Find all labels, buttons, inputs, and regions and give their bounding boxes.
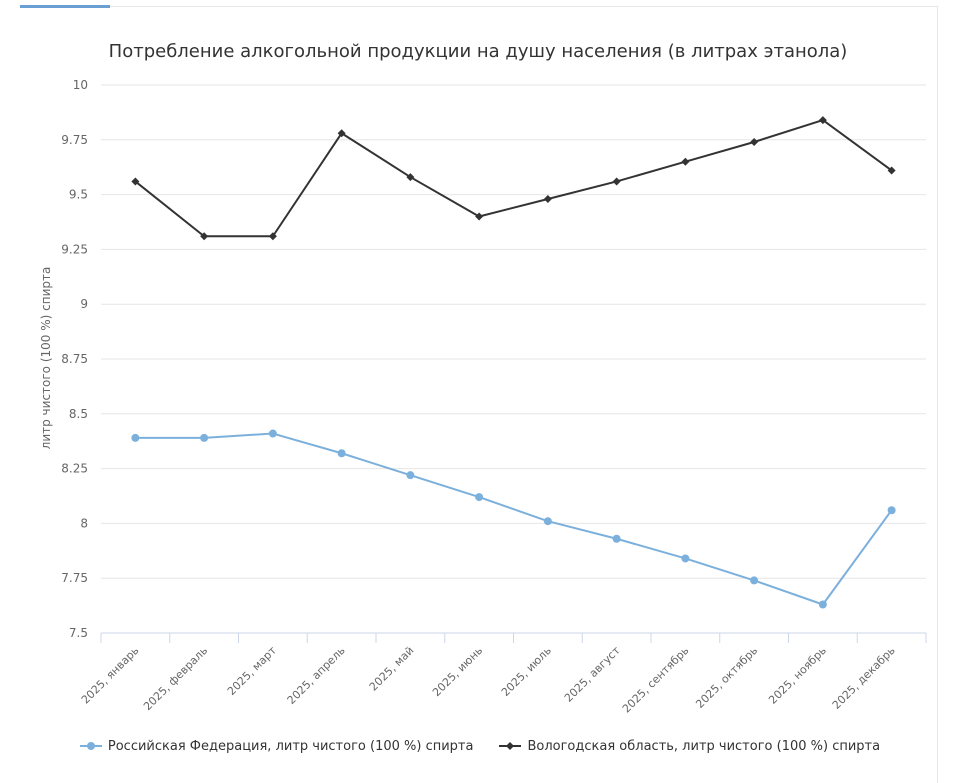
right-border	[937, 6, 938, 783]
y-tick-label: 8.75	[61, 352, 88, 366]
data-point[interactable]	[475, 212, 484, 221]
data-point[interactable]	[200, 232, 209, 241]
data-point[interactable]	[612, 534, 621, 543]
x-tick-label: 2025, август	[562, 644, 623, 705]
data-point[interactable]	[818, 600, 827, 609]
data-point[interactable]	[887, 506, 896, 515]
data-point[interactable]	[612, 177, 621, 186]
y-tick-label: 10	[73, 78, 88, 92]
x-tick-label: 2025, сентябрь	[620, 644, 692, 716]
data-point[interactable]	[750, 576, 759, 585]
grid-lines	[101, 84, 926, 579]
data-point[interactable]	[750, 137, 759, 146]
top-border	[20, 6, 938, 7]
line-chart: Потребление алкогольной продукции на душ…	[39, 41, 927, 716]
chart-title: Потребление алкогольной продукции на душ…	[109, 41, 848, 62]
data-point[interactable]	[337, 449, 346, 458]
legend-symbol	[506, 742, 515, 750]
legend-marker	[79, 742, 102, 750]
y-axis-label: литр чистого (100 %) спирта	[39, 267, 53, 450]
data-point[interactable]	[268, 429, 277, 438]
y-tick-label: 9	[80, 297, 88, 311]
y-axis-ticks: 7.5 7.75 8 8.25 8.5 8.75 9 9.25 9.5 9.75 10	[61, 78, 88, 640]
x-tick-label: 2025, июнь	[430, 644, 485, 699]
data-point[interactable]	[131, 433, 140, 442]
series-2	[131, 116, 896, 241]
x-tick-label: 2025, январь	[79, 644, 142, 707]
x-axis: 2025, январь 2025, февраль 2025, март 2025,…	[79, 632, 927, 716]
legend-label: Российская Федерация, литр чистого (100 …	[107, 738, 474, 754]
x-tick-label: 2025, декабрь	[830, 644, 898, 712]
y-tick-label: 9.25	[61, 242, 88, 256]
x-tick-label: 2025, май	[367, 644, 417, 694]
x-tick-label: 2025, ноябрь	[766, 644, 829, 707]
legend-item[interactable]: Российская Федерация, литр чистого (100 …	[79, 735, 474, 757]
series-lines	[131, 116, 896, 609]
y-tick-label: 7.75	[61, 571, 88, 585]
x-tick-label: 2025, февраль	[141, 644, 210, 713]
chart-legend: Российская Федерация, литр чистого (100 …	[0, 735, 960, 757]
legend-label: Вологодская область, литр чистого (100 %…	[527, 738, 881, 754]
y-tick-label: 8	[80, 516, 88, 530]
x-tick-label: 2025, июль	[499, 644, 554, 699]
x-tick-label: 2025, март	[225, 644, 279, 698]
y-tick-label: 9.5	[69, 188, 88, 202]
data-point[interactable]	[887, 166, 896, 175]
series-line	[134, 119, 893, 238]
data-point[interactable]	[200, 433, 209, 442]
data-point[interactable]	[543, 517, 552, 526]
y-tick-label: 8.25	[61, 462, 88, 476]
active-tab-indicator	[20, 5, 110, 8]
data-point[interactable]	[818, 116, 827, 125]
data-point[interactable]	[681, 554, 690, 563]
data-point[interactable]	[131, 177, 140, 186]
data-point[interactable]	[543, 194, 552, 203]
y-tick-label: 9.75	[61, 133, 88, 147]
x-tick-label: 2025, апрель	[285, 644, 348, 707]
data-point[interactable]	[475, 493, 484, 502]
series-line	[135, 432, 893, 606]
data-point[interactable]	[337, 129, 346, 138]
data-point[interactable]	[681, 157, 690, 166]
data-point[interactable]	[406, 471, 415, 480]
legend-marker	[499, 742, 522, 750]
y-tick-label: 8.5	[69, 407, 88, 421]
legend-item[interactable]: Вологодская область, литр чистого (100 %…	[499, 735, 880, 757]
x-tick-label: 2025, октябрь	[693, 644, 760, 711]
y-tick-label: 7.5	[69, 626, 88, 640]
data-point[interactable]	[406, 173, 415, 182]
data-point[interactable]	[268, 232, 277, 241]
series-1	[131, 429, 896, 609]
legend-symbol	[86, 742, 95, 750]
